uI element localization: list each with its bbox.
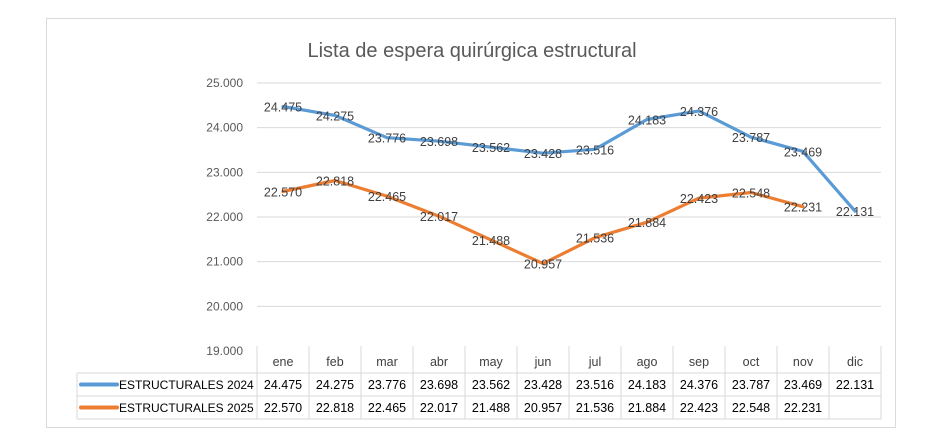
data-label: 22.231 [784,201,822,215]
data-label: 24.376 [680,105,718,119]
data-label: 22.818 [316,174,354,188]
table-cell-value: 23.469 [784,378,822,392]
category-label: jul [588,355,602,369]
y-tick-label: 25.000 [206,76,243,90]
category-label: mar [376,355,398,369]
table-cell-value: 21.488 [472,401,510,415]
category-label: dic [847,355,863,369]
category-label: may [479,355,503,369]
table-cell-value: 23.776 [368,378,406,392]
table-cell-value: 21.536 [576,401,614,415]
data-label: 24.183 [628,113,666,127]
category-label: ago [637,355,658,369]
chart-title: Lista de espera quirúrgica estructural [307,40,636,62]
category-label: ene [273,355,294,369]
data-label: 24.275 [316,109,354,123]
series-line [281,104,857,213]
category-label: sep [689,355,709,369]
data-label: 22.423 [680,192,718,206]
table-cell-value: 22.465 [368,401,406,415]
table-cell-value: 22.231 [784,401,822,415]
chart-frame: Lista de espera quirúrgica estructural 1… [46,18,896,428]
data-label: 23.776 [368,132,406,146]
data-label: 22.548 [732,187,770,201]
y-tick-label: 19.000 [206,344,243,358]
category-label: jun [534,355,552,369]
data-label: 20.957 [524,258,562,272]
table-cell-value: 24.275 [316,378,354,392]
data-label: 22.017 [420,210,458,224]
y-tick-label: 23.000 [206,165,243,179]
category-label: nov [793,355,814,369]
data-label: 23.469 [784,145,822,159]
table-cell-value: 22.570 [264,401,302,415]
data-label: 23.562 [472,141,510,155]
table-cell-value: 24.183 [628,378,666,392]
data-label: 22.131 [836,205,874,219]
category-label: abr [430,355,448,369]
table-cell-value: 23.698 [420,378,458,392]
table-cell-value: 22.131 [836,378,874,392]
table-cell-value: 23.428 [524,378,562,392]
data-label: 22.570 [264,186,302,200]
y-tick-label: 20.000 [206,299,243,313]
table-cell-value: 22.423 [680,401,718,415]
table-cell-value: 22.818 [316,401,354,415]
y-tick-label: 22.000 [206,210,243,224]
data-label: 24.475 [264,100,302,114]
data-label: 23.787 [732,131,770,145]
data-label: 22.465 [368,190,406,204]
table-cell-value: 20.957 [524,401,562,415]
line-chart: Lista de espera quirúrgica estructural 1… [76,40,882,420]
table-cell-value: 23.787 [732,378,770,392]
category-label: feb [326,355,343,369]
data-label: 23.698 [420,135,458,149]
table-cell-value: 24.376 [680,378,718,392]
table-cell-value: 22.548 [732,401,770,415]
table-cell-value: 24.475 [264,378,302,392]
table-cell-value: 21.884 [628,401,666,415]
data-label: 23.516 [576,143,614,157]
table-cell-value: 22.017 [420,401,458,415]
series-line [281,178,805,266]
data-label: 21.536 [576,232,614,246]
data-label: 23.428 [524,147,562,161]
series-name: ESTRUCTURALES 2025 [119,401,254,415]
data-label: 21.488 [472,234,510,248]
table-cell-value: 23.516 [576,378,614,392]
table-cell-value: 23.562 [472,378,510,392]
series-name: ESTRUCTURALES 2024 [119,378,254,392]
y-tick-label: 21.000 [206,255,243,269]
data-label: 21.884 [628,216,666,230]
y-tick-label: 24.000 [206,121,243,135]
category-label: oct [743,355,760,369]
